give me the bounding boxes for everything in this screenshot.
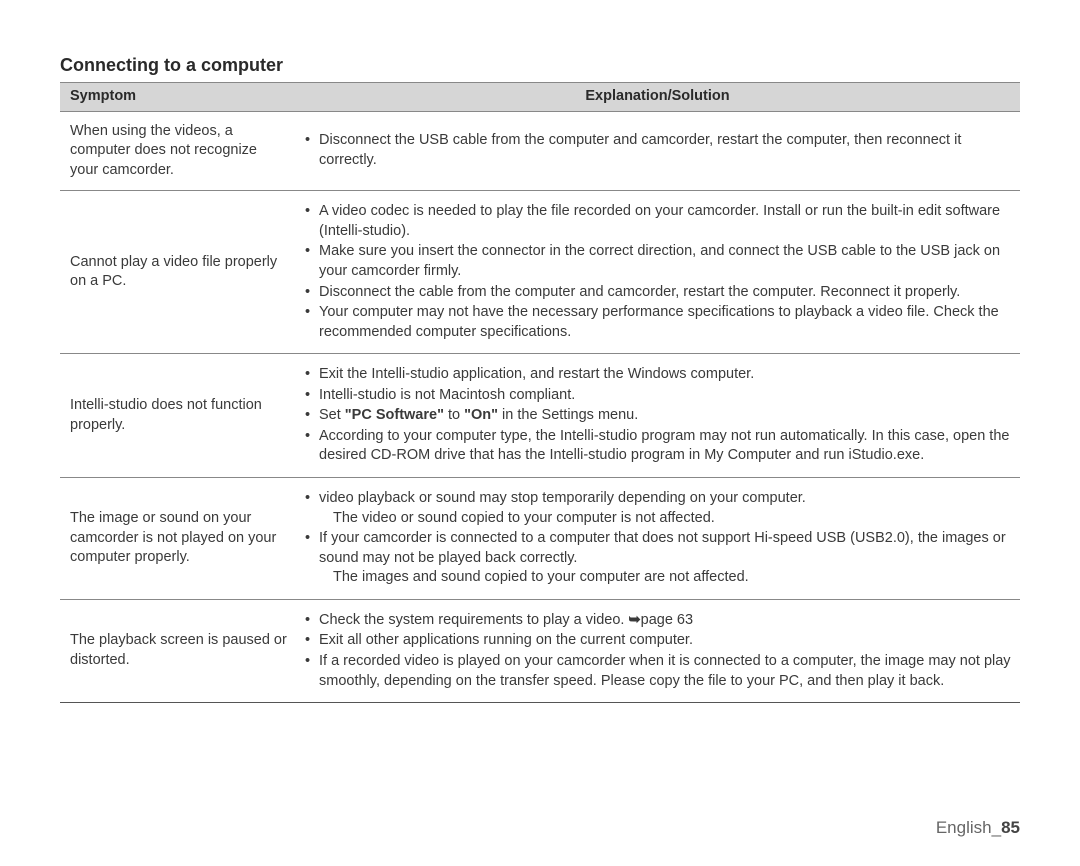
table-header-row: Symptom Explanation/Solution	[60, 83, 1020, 112]
solution-item: Make sure you insert the connector in th…	[305, 242, 1012, 281]
solution-cell: A video codec is needed to play the file…	[295, 191, 1020, 354]
manual-page: Connecting to a computer Symptom Explana…	[0, 0, 1080, 703]
page-footer: English_85	[936, 818, 1020, 838]
solution-item: Exit the Intelli-studio application, and…	[305, 365, 1012, 385]
solution-list: video playback or sound may stop tempora…	[305, 489, 1012, 588]
table-row: When using the videos, a computer does n…	[60, 111, 1020, 191]
symptom-cell: Intelli-studio does not function properl…	[60, 354, 295, 478]
solution-cell: Disconnect the USB cable from the comput…	[295, 111, 1020, 191]
solution-item: Intelli-studio is not Macintosh complian…	[305, 386, 1012, 406]
solution-item: Exit all other applications running on t…	[305, 631, 1012, 651]
solution-list: Exit the Intelli-studio application, and…	[305, 365, 1012, 466]
solution-item: Set "PC Software" to "On" in the Setting…	[305, 406, 1012, 426]
solution-cell: Exit the Intelli-studio application, and…	[295, 354, 1020, 478]
solution-item: If your camcorder is connected to a comp…	[305, 529, 1012, 588]
troubleshooting-table: Symptom Explanation/Solution When using …	[60, 82, 1020, 703]
table-row: Intelli-studio does not function properl…	[60, 354, 1020, 478]
solution-item: A video codec is needed to play the file…	[305, 202, 1012, 241]
solution-item: If a recorded video is played on your ca…	[305, 652, 1012, 691]
solution-item: Check the system requirements to play a …	[305, 611, 1012, 631]
solution-cell: video playback or sound may stop tempora…	[295, 478, 1020, 600]
symptom-cell: Cannot play a video file properly on a P…	[60, 191, 295, 354]
symptom-cell: When using the videos, a computer does n…	[60, 111, 295, 191]
solution-list: A video codec is needed to play the file…	[305, 202, 1012, 342]
solution-item: video playback or sound may stop tempora…	[305, 489, 1012, 528]
solution-item: Disconnect the cable from the computer a…	[305, 283, 1012, 303]
header-solution: Explanation/Solution	[295, 83, 1020, 112]
symptom-cell: The playback screen is paused or distort…	[60, 599, 295, 702]
solution-item: According to your computer type, the Int…	[305, 427, 1012, 466]
solution-list: Check the system requirements to play a …	[305, 611, 1012, 691]
solution-list: Disconnect the USB cable from the comput…	[305, 131, 1012, 170]
table-row: The playback screen is paused or distort…	[60, 599, 1020, 702]
table-row: Cannot play a video file properly on a P…	[60, 191, 1020, 354]
section-title: Connecting to a computer	[60, 55, 1020, 76]
table-row: The image or sound on your camcorder is …	[60, 478, 1020, 600]
table-body: When using the videos, a computer does n…	[60, 111, 1020, 703]
footer-lang: English	[936, 818, 992, 837]
header-symptom: Symptom	[60, 83, 295, 112]
solution-cell: Check the system requirements to play a …	[295, 599, 1020, 702]
footer-pagenum: 85	[1001, 818, 1020, 837]
symptom-cell: The image or sound on your camcorder is …	[60, 478, 295, 600]
solution-item: Your computer may not have the necessary…	[305, 303, 1012, 342]
solution-item: Disconnect the USB cable from the comput…	[305, 131, 1012, 170]
